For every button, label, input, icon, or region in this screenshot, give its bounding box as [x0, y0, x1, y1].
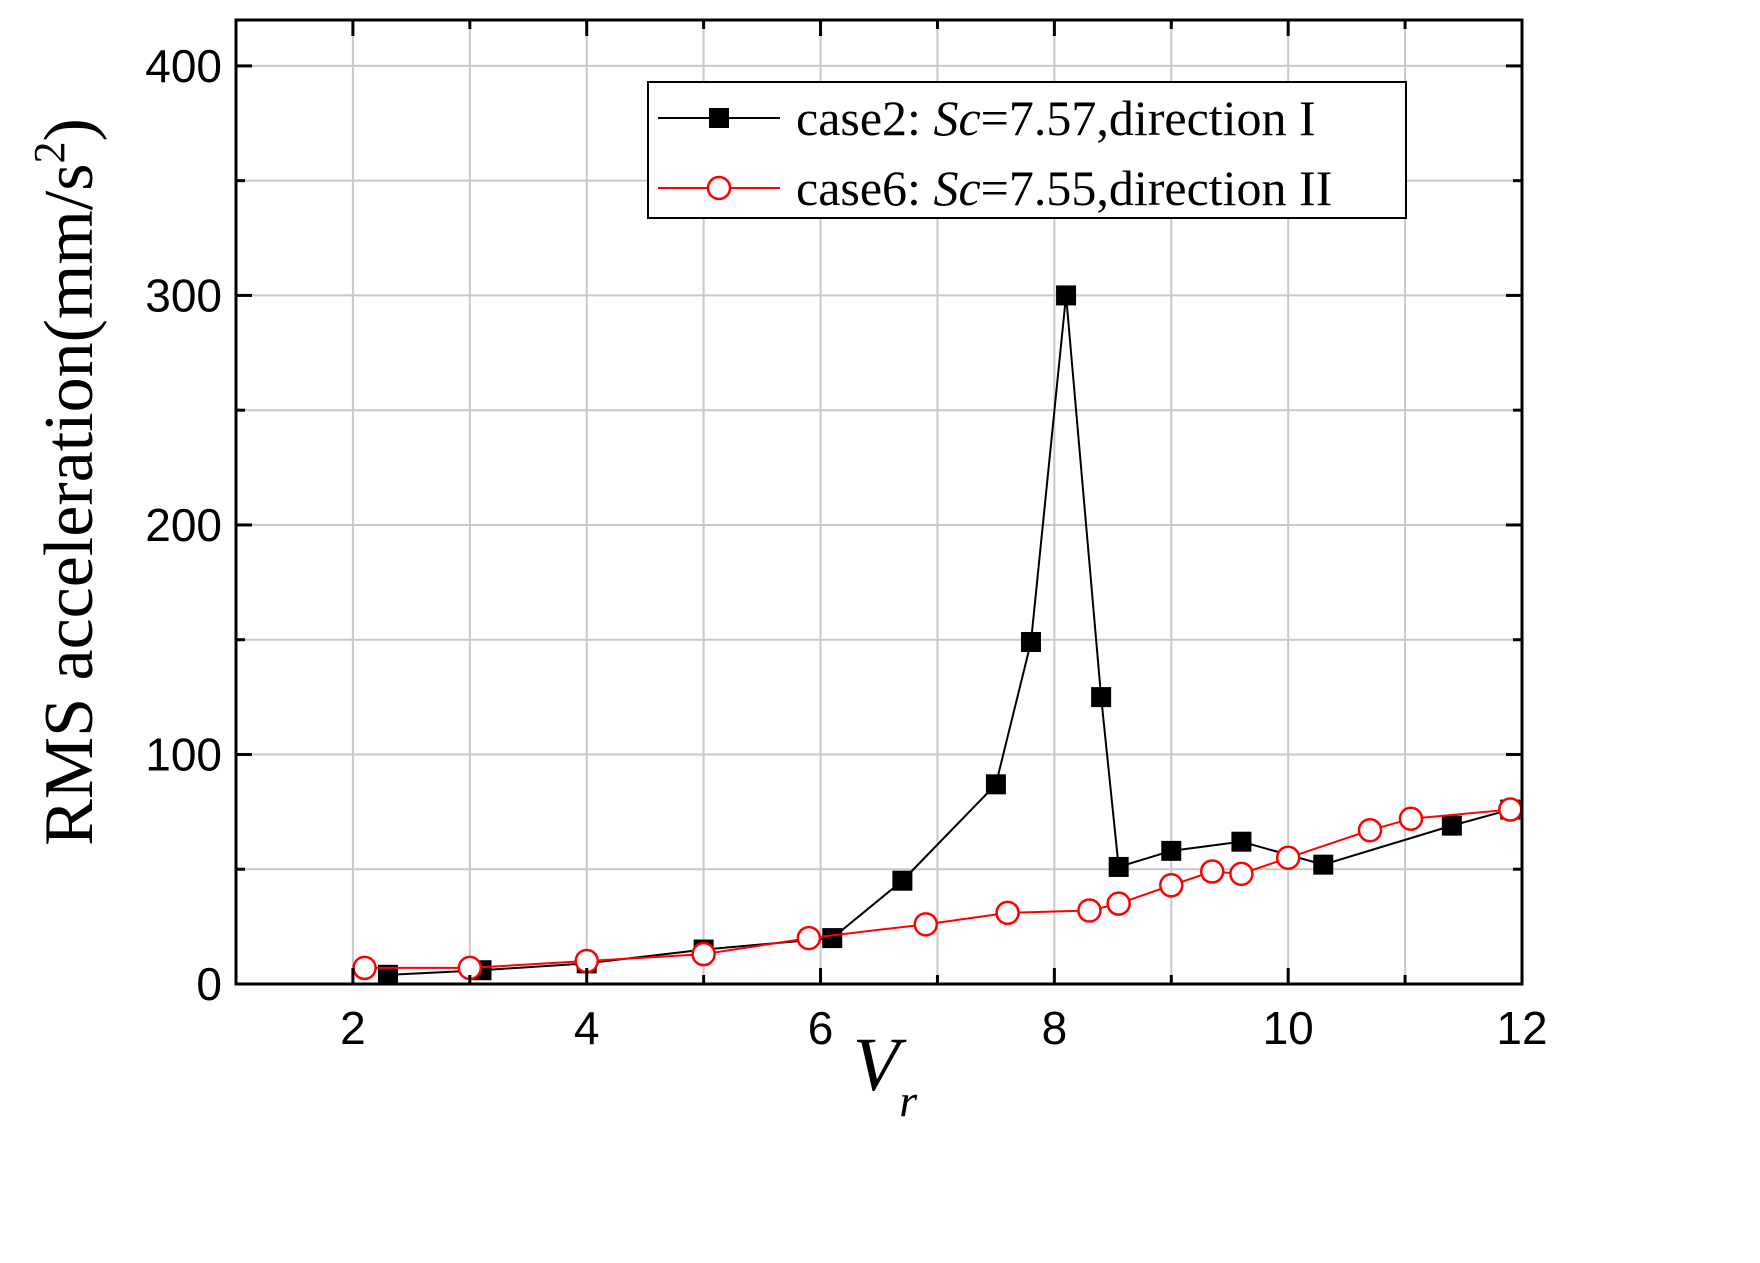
data-point	[1229, 861, 1254, 887]
y-tick-label: 300	[145, 269, 222, 321]
data-point	[1398, 806, 1424, 831]
data-point	[892, 870, 913, 891]
y-axis-title-close: )	[31, 118, 108, 141]
data-point	[1108, 856, 1129, 877]
data-point	[1357, 817, 1383, 843]
data-point	[1441, 815, 1462, 836]
legend-marker	[706, 175, 732, 201]
data-point	[1199, 859, 1225, 884]
y-tick-label: 400	[145, 40, 222, 92]
data-point	[1091, 687, 1112, 708]
y-axis-title-superscript: 2	[25, 141, 74, 163]
legend-box	[647, 81, 1407, 219]
legend-label: case2: Sc=7.57,direction I	[796, 90, 1316, 146]
legend: case2: Sc=7.57,direction I case6: Sc=7.55…	[647, 81, 1407, 219]
y-axis-title-main: RMS acceleration(mm/s	[31, 163, 108, 845]
data-point	[985, 774, 1006, 795]
x-tick-label: 8	[1042, 1002, 1068, 1054]
series-line	[364, 808, 1511, 969]
data-point	[1056, 285, 1077, 306]
data-point	[377, 964, 398, 985]
x-axis-title: Vr	[853, 1023, 918, 1126]
data-point	[1313, 854, 1334, 875]
y-axis-title: RMS acceleration(mm/s2)	[25, 118, 108, 846]
series-layer	[352, 285, 1523, 985]
data-point	[995, 900, 1020, 926]
legend-entry-1: case2: Sc=7.57,direction I	[658, 90, 1316, 146]
legend-entries: case2: Sc=7.57,direction I case6: Sc=7.55…	[658, 90, 1332, 216]
x-tick-label: 4	[574, 1002, 600, 1054]
plot-frame	[234, 18, 1524, 986]
data-point	[913, 912, 939, 937]
data-point	[1498, 797, 1523, 822]
data-point	[1159, 873, 1184, 898]
data-point	[822, 928, 843, 949]
data-point	[796, 925, 822, 951]
data-point	[1077, 898, 1102, 923]
x-axis-title-subscript: r	[899, 1075, 918, 1126]
data-point	[1161, 840, 1182, 861]
tick-marks	[234, 20, 1524, 986]
data-point	[352, 955, 377, 981]
data-point	[1106, 891, 1131, 916]
data-point	[1231, 831, 1252, 852]
x-tick-label: 10	[1263, 1002, 1314, 1054]
x-axis-title-main: V	[853, 1023, 907, 1107]
tick-labels: 2 4 6 8 10 12 0 100 200 300 400	[145, 40, 1547, 1054]
x-tick-label: 6	[808, 1002, 834, 1054]
data-point	[1020, 632, 1041, 653]
y-tick-label: 0	[196, 958, 222, 1010]
y-tick-label: 100	[145, 728, 222, 780]
x-tick-label: 2	[340, 1002, 366, 1054]
series-2	[352, 797, 1523, 981]
x-tick-label: 12	[1496, 1002, 1547, 1054]
legend-marker	[709, 108, 729, 128]
legend-entry-2: case6: Sc=7.55,direction II	[658, 160, 1332, 216]
series-1	[377, 285, 1521, 985]
legend-label: case6: Sc=7.55,direction II	[796, 160, 1332, 216]
y-tick-label: 200	[145, 499, 222, 551]
series-line	[387, 295, 1511, 976]
data-point	[691, 941, 716, 967]
data-point	[1275, 845, 1301, 871]
